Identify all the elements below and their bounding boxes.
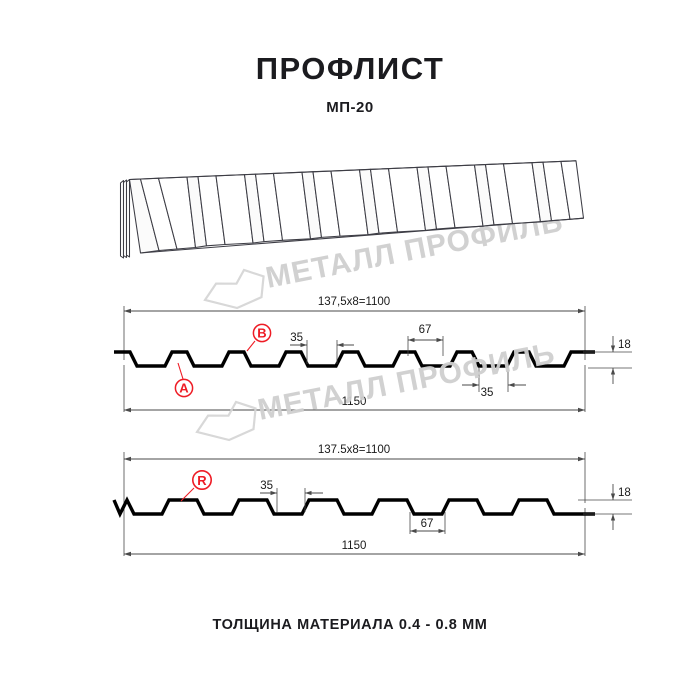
page-subtitle: МП-20 [326, 99, 374, 117]
dim-rib-bottom-35-label: 35 [481, 387, 494, 399]
dim-width-bottom: 1150 [124, 540, 585, 557]
dim-pitch-top: 137,5x8=1100 [124, 296, 585, 314]
dim-pitch-bottom: 137.5x8=1100 [124, 444, 585, 462]
page-title: ПРОФЛИСТ [255, 51, 445, 86]
section-top-profile [114, 350, 595, 368]
dim-width-top-label: 1150 [342, 396, 367, 408]
dim-width-top: 1150 [124, 396, 585, 413]
dim-height-top-label: 18 [618, 339, 631, 351]
marker-b: B [246, 323, 272, 352]
footer-block: ТОЛЩИНА МАТЕРИАЛА 0.4 - 0.8 ММ [0, 617, 700, 633]
marker-a-label: A [179, 381, 189, 396]
dim-rib-base-67-b-label: 67 [421, 518, 434, 530]
dim-rib-base-67: 67 [407, 324, 444, 356]
section-bottom-witness-lines [123, 452, 586, 556]
dim-pitch-bottom-label: 137.5x8=1100 [318, 444, 390, 456]
section-top: 137,5x8=1100 1150 35 [114, 296, 632, 413]
section-bottom-profile [112, 496, 595, 519]
marker-b-label: B [257, 326, 266, 341]
dim-rib-base-67-label: 67 [419, 324, 432, 336]
marker-r: R [180, 469, 213, 502]
dim-width-bottom-label: 1150 [342, 540, 367, 552]
marker-a: A [174, 362, 194, 398]
section-bottom: 137.5x8=1100 1150 35 [112, 444, 632, 557]
dim-height-bottom: 18 [578, 484, 632, 530]
profiled-sheet-isometric [119, 160, 585, 259]
marker-r-label: R [197, 473, 207, 488]
dim-rib-top-35-b-label: 35 [260, 480, 273, 492]
dim-rib-top-35-label: 35 [290, 332, 303, 344]
watermark-logo-icon [203, 268, 265, 310]
material-thickness-note: ТОЛЩИНА МАТЕРИАЛА 0.4 - 0.8 ММ [212, 617, 488, 633]
watermark-lower: МЕТАЛЛ ПРОФИЛЬ [195, 337, 558, 442]
dim-rib-base-67-b: 67 [409, 512, 446, 534]
dim-pitch-top-label: 137,5x8=1100 [318, 296, 390, 308]
watermark-logo-icon [195, 400, 257, 442]
title-block: ПРОФЛИСТ МП-20 [0, 51, 700, 117]
dim-height-top: 18 [583, 336, 632, 384]
dim-rib-top-35-b: 35 [260, 480, 323, 512]
dim-rib-top-35: 35 [290, 332, 354, 364]
dim-height-bottom-label: 18 [618, 487, 631, 499]
dim-rib-bottom-35: 35 [462, 368, 526, 399]
